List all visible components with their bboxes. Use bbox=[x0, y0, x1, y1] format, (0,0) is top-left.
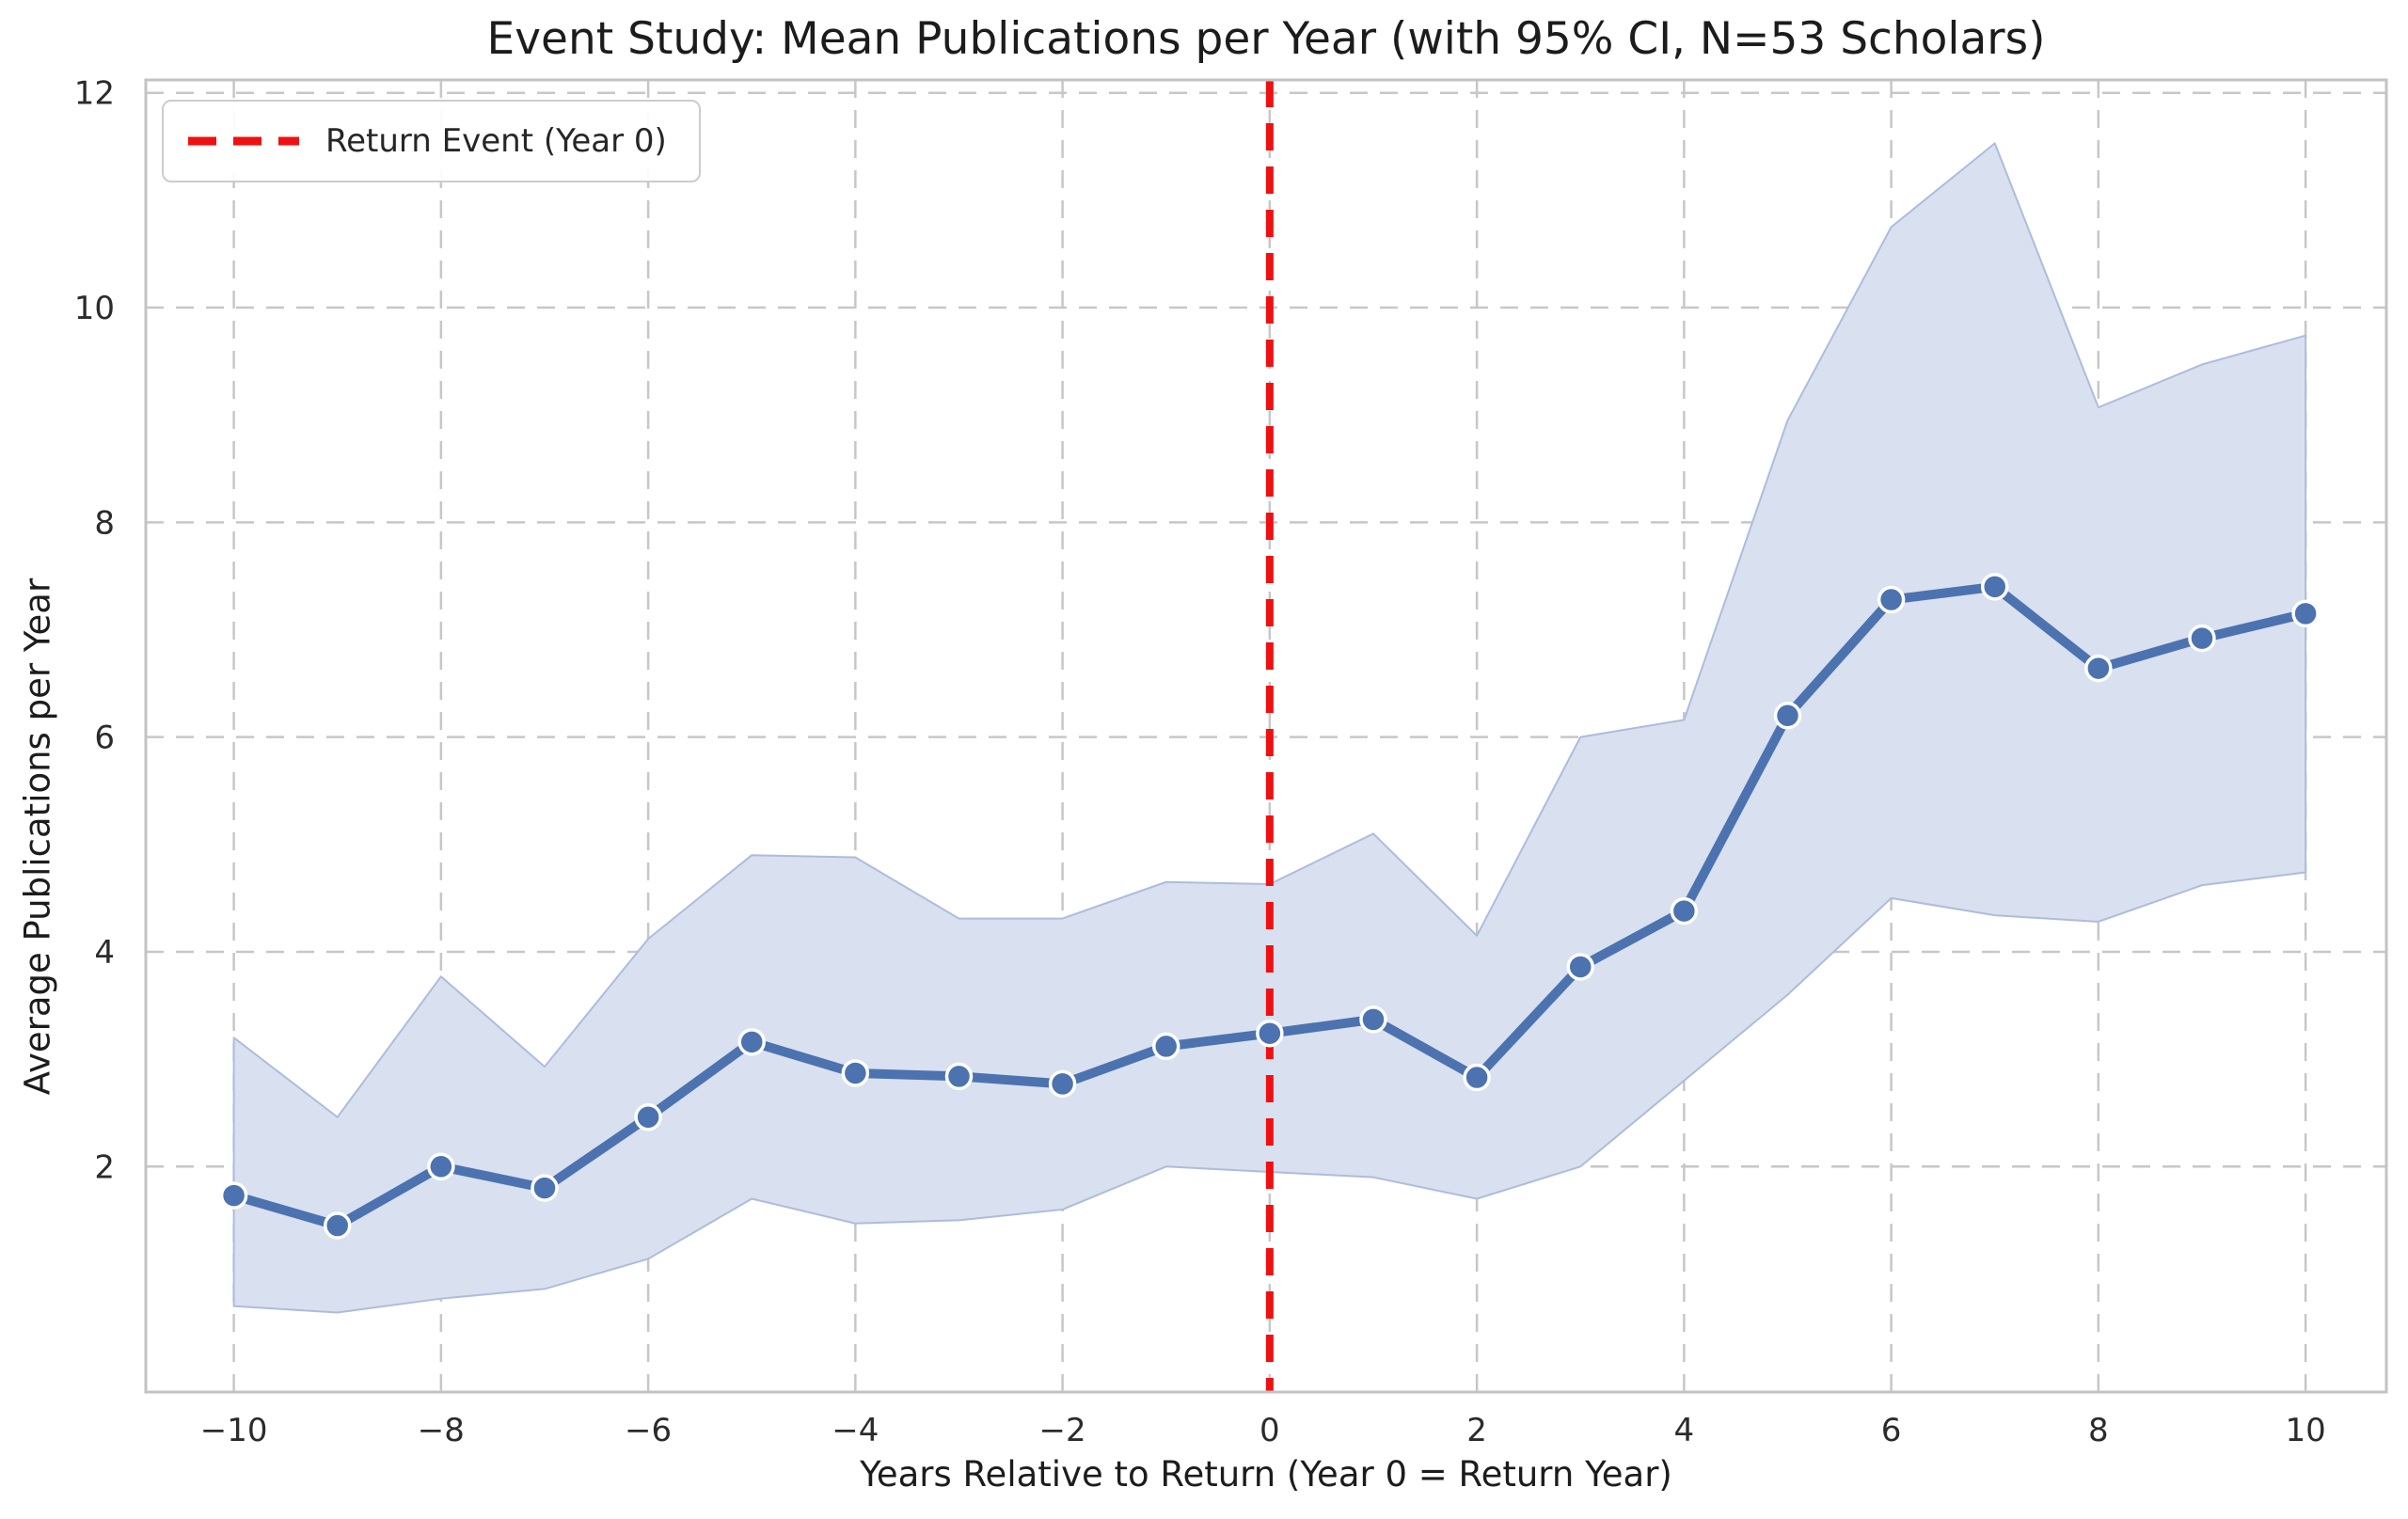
data-point bbox=[1670, 896, 1699, 926]
x-tick-label: −10 bbox=[200, 1412, 268, 1449]
data-point bbox=[1048, 1069, 1077, 1099]
data-point bbox=[1566, 953, 1594, 981]
x-tick-label: 10 bbox=[2285, 1412, 2325, 1449]
data-point bbox=[634, 1103, 662, 1131]
x-tick-label: 2 bbox=[1466, 1412, 1487, 1449]
data-point bbox=[2084, 654, 2113, 683]
axes-spines bbox=[144, 78, 2388, 1394]
data-point bbox=[2291, 599, 2320, 628]
legend-red-dash-icon bbox=[188, 136, 299, 146]
x-tick-label: 6 bbox=[1881, 1412, 1902, 1449]
data-point bbox=[1980, 573, 2009, 601]
data-point bbox=[1359, 1005, 1387, 1034]
x-tick-label: −6 bbox=[625, 1412, 672, 1449]
y-tick-label: 6 bbox=[94, 720, 115, 757]
data-point bbox=[2188, 624, 2216, 653]
data-point bbox=[427, 1152, 455, 1181]
data-point bbox=[1256, 1019, 1284, 1048]
data-point bbox=[737, 1028, 766, 1056]
legend-box: Return Event (Year 0) bbox=[162, 100, 701, 182]
y-tick-label: 2 bbox=[94, 1148, 115, 1186]
y-tick-label: 4 bbox=[94, 934, 115, 972]
data-point bbox=[219, 1181, 248, 1210]
y-tick-label: 8 bbox=[94, 504, 115, 542]
data-point bbox=[1463, 1063, 1491, 1092]
x-tick-label: 8 bbox=[2088, 1412, 2109, 1449]
chart-title: Event Study: Mean Publications per Year … bbox=[486, 13, 2046, 65]
data-point bbox=[531, 1174, 559, 1202]
x-tick-label: −2 bbox=[1039, 1412, 1086, 1449]
x-tick-label: 4 bbox=[1674, 1412, 1695, 1449]
data-point bbox=[841, 1059, 870, 1087]
x-axis-label: Years Relative to Return (Year 0 = Retur… bbox=[860, 1454, 1672, 1495]
data-point bbox=[944, 1062, 974, 1091]
confidence-band bbox=[232, 142, 2307, 1314]
x-tick-label: −4 bbox=[832, 1412, 879, 1449]
x-tick-label: 0 bbox=[1259, 1412, 1280, 1449]
data-point bbox=[1151, 1032, 1180, 1061]
y-axis-label: Average Publications per Year bbox=[17, 578, 58, 1096]
data-point bbox=[1773, 702, 1802, 730]
y-tick-label: 12 bbox=[74, 75, 115, 113]
legend-label: Return Event (Year 0) bbox=[325, 122, 667, 160]
y-tick-label: 10 bbox=[74, 290, 115, 327]
data-point bbox=[323, 1211, 352, 1240]
x-tick-label: −8 bbox=[418, 1412, 465, 1449]
data-point bbox=[1877, 585, 1906, 614]
